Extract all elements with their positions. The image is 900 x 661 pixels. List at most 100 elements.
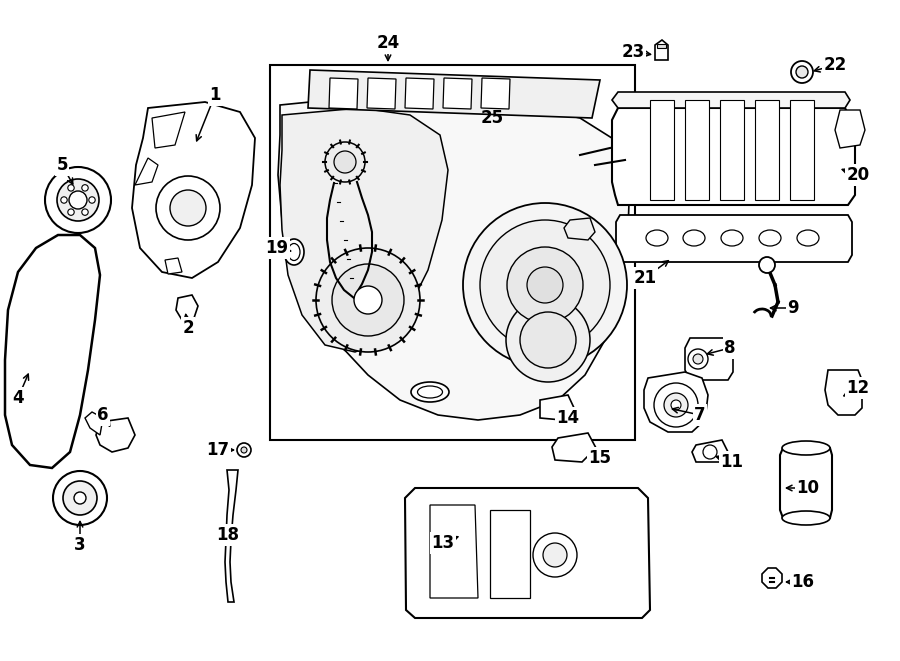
Circle shape	[693, 354, 703, 364]
Text: 20: 20	[846, 166, 869, 184]
Polygon shape	[825, 370, 862, 415]
Circle shape	[796, 66, 808, 78]
Circle shape	[241, 447, 247, 453]
Text: 10: 10	[796, 479, 820, 497]
Text: 3: 3	[74, 536, 86, 554]
Polygon shape	[835, 110, 865, 148]
Circle shape	[480, 220, 610, 350]
Circle shape	[237, 443, 251, 457]
Polygon shape	[720, 100, 744, 200]
Circle shape	[61, 197, 68, 203]
Polygon shape	[540, 395, 575, 420]
Polygon shape	[780, 448, 832, 518]
Polygon shape	[308, 70, 600, 118]
Ellipse shape	[288, 243, 300, 260]
Polygon shape	[655, 40, 668, 60]
Polygon shape	[405, 78, 434, 109]
Polygon shape	[481, 78, 510, 109]
Polygon shape	[790, 100, 814, 200]
Ellipse shape	[646, 230, 668, 246]
Circle shape	[89, 197, 95, 203]
Text: 2: 2	[182, 319, 194, 337]
Circle shape	[332, 264, 404, 336]
Polygon shape	[5, 235, 100, 468]
Text: 9: 9	[788, 299, 799, 317]
Polygon shape	[657, 44, 666, 48]
Circle shape	[334, 151, 356, 173]
Polygon shape	[165, 258, 182, 274]
Polygon shape	[644, 372, 708, 432]
Ellipse shape	[759, 230, 781, 246]
Polygon shape	[329, 78, 358, 109]
Text: 13: 13	[431, 534, 454, 552]
Circle shape	[82, 209, 88, 215]
Ellipse shape	[284, 239, 304, 265]
Polygon shape	[278, 95, 630, 420]
Text: 17: 17	[206, 441, 230, 459]
Polygon shape	[12, 252, 90, 455]
Circle shape	[57, 179, 99, 221]
Polygon shape	[280, 108, 448, 352]
Text: 23: 23	[621, 43, 644, 61]
Ellipse shape	[683, 230, 705, 246]
Circle shape	[507, 247, 583, 323]
Polygon shape	[612, 92, 850, 108]
Circle shape	[664, 393, 688, 417]
Polygon shape	[490, 510, 530, 598]
Polygon shape	[430, 505, 478, 598]
Ellipse shape	[782, 511, 830, 525]
Text: 24: 24	[376, 34, 400, 52]
Polygon shape	[685, 100, 709, 200]
Text: 18: 18	[217, 526, 239, 544]
Circle shape	[520, 312, 576, 368]
Circle shape	[856, 379, 868, 391]
Polygon shape	[685, 338, 733, 380]
Text: 15: 15	[589, 449, 611, 467]
Ellipse shape	[782, 441, 830, 455]
Text: 4: 4	[13, 389, 23, 407]
Circle shape	[68, 209, 74, 215]
Circle shape	[688, 349, 708, 369]
Circle shape	[506, 298, 590, 382]
Circle shape	[791, 61, 813, 83]
Text: 7: 7	[694, 406, 706, 424]
Polygon shape	[755, 100, 779, 200]
Polygon shape	[367, 78, 396, 109]
Polygon shape	[443, 78, 472, 109]
Circle shape	[325, 142, 365, 182]
Circle shape	[527, 267, 563, 303]
Polygon shape	[96, 418, 135, 452]
Polygon shape	[650, 100, 674, 200]
Circle shape	[74, 492, 86, 504]
Text: 21: 21	[634, 269, 657, 287]
Polygon shape	[612, 108, 855, 205]
Polygon shape	[616, 215, 852, 262]
Circle shape	[654, 383, 698, 427]
Text: 22: 22	[824, 56, 847, 74]
Text: 14: 14	[556, 409, 580, 427]
Circle shape	[354, 286, 382, 314]
Circle shape	[703, 445, 717, 459]
Polygon shape	[152, 112, 185, 148]
Circle shape	[68, 184, 74, 191]
Polygon shape	[85, 412, 103, 435]
Polygon shape	[405, 488, 650, 618]
Ellipse shape	[797, 230, 819, 246]
Circle shape	[69, 191, 87, 209]
Circle shape	[53, 471, 107, 525]
Circle shape	[463, 203, 627, 367]
Polygon shape	[132, 102, 255, 278]
Ellipse shape	[721, 230, 743, 246]
Text: 1: 1	[209, 86, 220, 104]
Text: 19: 19	[266, 239, 289, 257]
Circle shape	[45, 167, 111, 233]
Text: 11: 11	[721, 453, 743, 471]
Text: 12: 12	[846, 379, 869, 397]
Ellipse shape	[418, 386, 443, 398]
Polygon shape	[564, 218, 595, 240]
Text: 16: 16	[791, 573, 814, 591]
Polygon shape	[762, 568, 782, 588]
Text: 6: 6	[97, 406, 109, 424]
Text: 25: 25	[481, 109, 504, 127]
Polygon shape	[225, 470, 238, 602]
